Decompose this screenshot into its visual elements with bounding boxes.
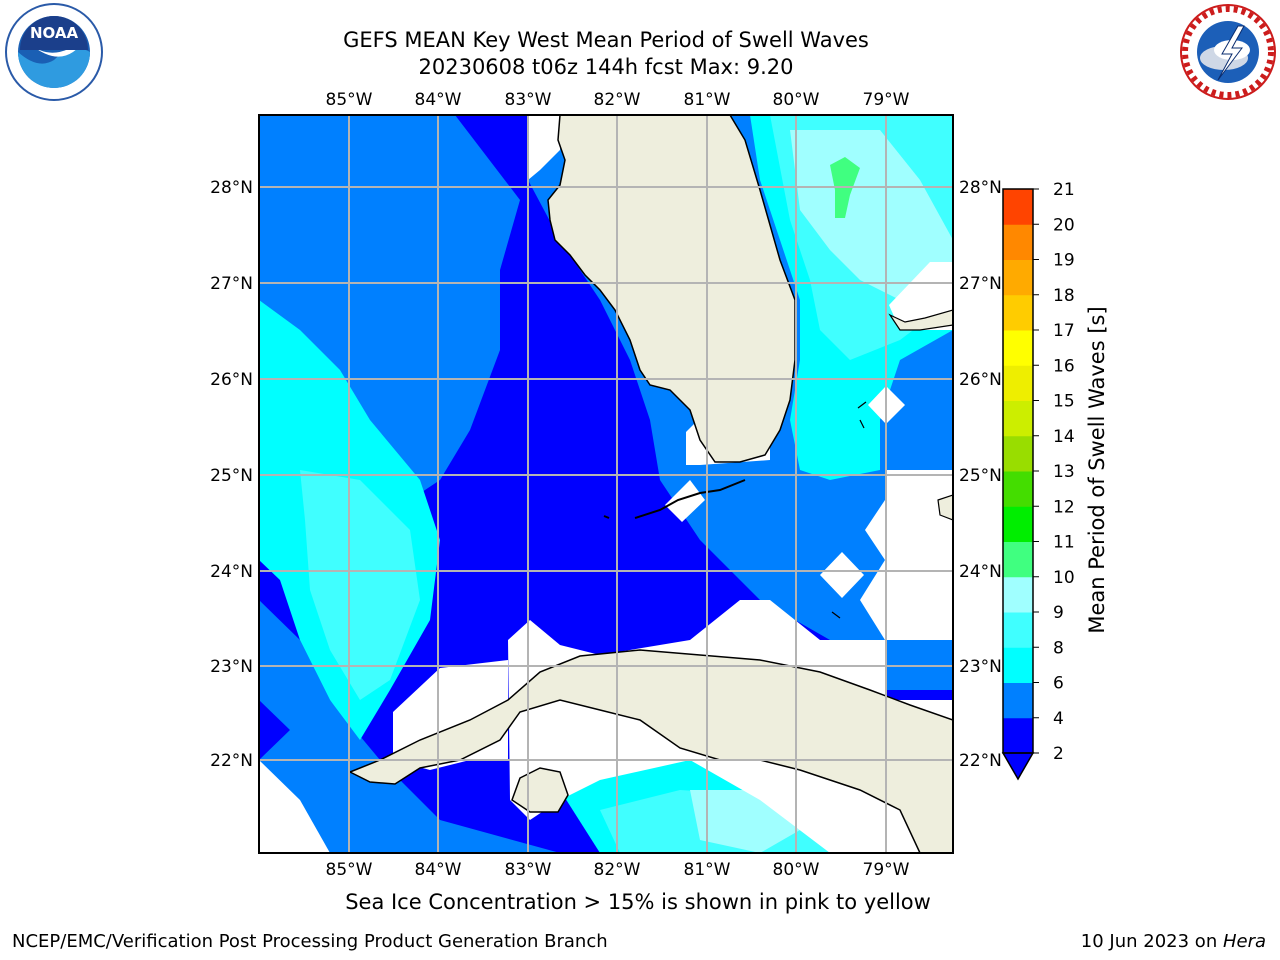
lon-label: 84°W — [415, 90, 462, 110]
lat-label: 26°N — [959, 370, 1002, 390]
sea-ice-caption: Sea Ice Concentration > 15% is shown in … — [345, 890, 931, 914]
colorbar-tick-label: 21 — [1053, 180, 1075, 200]
colorbar-tick-label: 11 — [1053, 533, 1075, 553]
colorbar-tick-label: 10 — [1053, 568, 1075, 588]
noaa-logo: NOAA — [5, 3, 103, 101]
cuba-land — [348, 649, 953, 853]
florida-land — [547, 115, 796, 463]
colorbar-segment — [1003, 330, 1033, 366]
colorbar-tick-label: 13 — [1053, 462, 1075, 482]
footer-date-text: 10 Jun 2023 on — [1080, 931, 1223, 952]
lat-label: 27°N — [210, 274, 253, 294]
lat-label: 22°N — [959, 751, 1002, 771]
missing-data — [820, 552, 864, 598]
lat-label: 23°N — [959, 657, 1002, 677]
bahamas — [937, 494, 953, 521]
colorbar-segment — [1003, 189, 1033, 225]
lon-label: 82°W — [594, 860, 641, 880]
colorbar-tick-label: 9 — [1053, 603, 1064, 623]
footer-credit: NCEP/EMC/Verification Post Processing Pr… — [12, 931, 608, 952]
colorbar-tick-label: 15 — [1053, 392, 1075, 412]
colorbar-segment — [1003, 471, 1033, 507]
lon-label: 80°W — [773, 860, 820, 880]
map-subtitle: 20230608 t06z 144h fcst Max: 9.20 — [418, 55, 794, 79]
colorbar-tick-label: 18 — [1053, 286, 1075, 306]
lat-label: 25°N — [210, 466, 253, 486]
colorbar-tick-label: 8 — [1053, 638, 1064, 658]
lat-label: 22°N — [210, 751, 253, 771]
missing-data — [860, 470, 953, 640]
map-frame — [258, 114, 954, 854]
svg-text:NOAA: NOAA — [30, 24, 79, 42]
lat-label: 24°N — [959, 562, 1002, 582]
lat-label: 25°N — [959, 466, 1002, 486]
lon-label: 80°W — [773, 90, 820, 110]
lat-label: 24°N — [210, 562, 253, 582]
colorbar-tick-label: 14 — [1053, 427, 1075, 447]
colorbar-segment — [1003, 365, 1033, 401]
swell-level-9-10 — [790, 130, 953, 300]
nws-logo — [1180, 4, 1276, 100]
lon-label: 79°W — [863, 860, 910, 880]
dry-tortugas — [603, 515, 610, 519]
colorbar-segment — [1003, 224, 1033, 260]
colorbar-segment — [1003, 541, 1033, 578]
colorbar-tick-label: 2 — [1053, 744, 1064, 764]
graticule — [259, 115, 953, 853]
footer-host: Hera — [1222, 931, 1266, 952]
colorbar-segment — [1003, 259, 1033, 296]
lat-label: 23°N — [210, 657, 253, 677]
colorbar-tick-label: 20 — [1053, 215, 1075, 235]
colorbar-segment — [1003, 612, 1033, 648]
lon-label: 83°W — [505, 90, 552, 110]
missing-data — [528, 115, 560, 180]
lon-label: 82°W — [594, 90, 641, 110]
missing-data — [665, 480, 705, 522]
bahamas — [888, 309, 953, 331]
colorbar-segment — [1003, 506, 1033, 542]
lon-label: 83°W — [505, 860, 552, 880]
colorbar-segment — [1003, 400, 1033, 437]
bahamas — [831, 401, 867, 619]
colorbar-label: Mean Period of Swell Waves [s] — [1085, 306, 1109, 634]
lon-labels-top: 85°W 84°W 83°W 82°W 81°W 80°W 79°W — [326, 90, 910, 110]
colorbar-segment — [1003, 435, 1033, 472]
colorbar-tick-label: 12 — [1053, 497, 1075, 517]
lat-label: 27°N — [959, 274, 1002, 294]
lat-label: 26°N — [210, 370, 253, 390]
colorbar-segment — [1003, 717, 1033, 754]
colorbar-segment — [1003, 294, 1033, 331]
lon-label: 84°W — [415, 860, 462, 880]
lat-label: 28°N — [959, 178, 1002, 198]
missing-data — [889, 262, 953, 330]
footer-date: 10 Jun 2023 on Hera — [1081, 931, 1266, 952]
colorbar-segment — [1003, 682, 1033, 719]
florida-keys — [634, 479, 746, 519]
colorbar-tick-label: 16 — [1053, 356, 1075, 376]
map-title: GEFS MEAN Key West Mean Period of Swell … — [343, 28, 869, 52]
colorbar: 2 4 6 8 9 10 11 12 13 14 15 16 17 18 19 20 21 — [1001, 180, 1075, 781]
colorbar-segment — [1003, 576, 1033, 613]
colorbar-tick-label: 17 — [1053, 321, 1075, 341]
colorbar-tick-label: 4 — [1053, 709, 1064, 729]
lon-label: 81°W — [684, 90, 731, 110]
colorbar-tick-label: 19 — [1053, 251, 1075, 271]
swell-level-2-4 — [259, 700, 290, 760]
lon-label: 81°W — [684, 860, 731, 880]
lat-labels-left: 28°N 27°N 26°N 25°N 24°N 23°N 22°N — [210, 178, 253, 771]
swell-level-8-9 — [300, 470, 420, 700]
colorbar-extend-low — [1001, 752, 1035, 781]
lon-labels-bottom: 85°W 84°W 83°W 82°W 81°W 80°W 79°W — [326, 860, 910, 880]
lon-label: 85°W — [326, 860, 373, 880]
colorbar-tick-label: 6 — [1053, 674, 1064, 694]
lat-label: 28°N — [210, 178, 253, 198]
missing-data — [259, 760, 330, 853]
isla-de-la-juventud — [511, 767, 569, 813]
colorbar-segment — [1003, 647, 1033, 683]
lon-label: 85°W — [326, 90, 373, 110]
lon-label: 79°W — [863, 90, 910, 110]
lat-labels-right: 28°N 27°N 26°N 25°N 24°N 23°N 22°N — [959, 178, 1002, 771]
